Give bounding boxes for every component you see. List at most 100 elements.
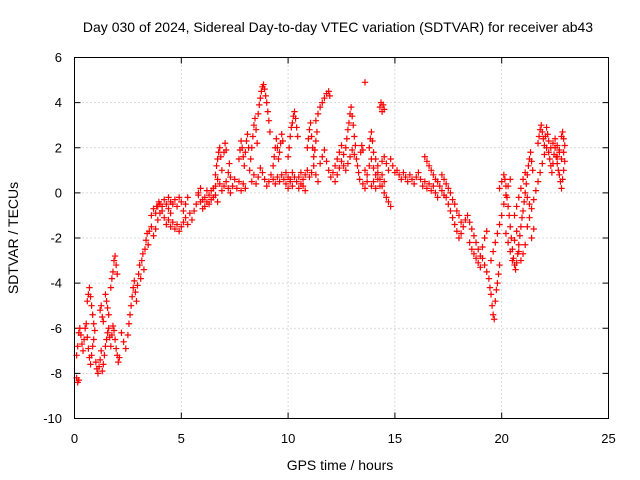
data-point	[395, 171, 403, 179]
data-point	[539, 160, 546, 167]
data-point	[74, 343, 81, 350]
data-point	[99, 313, 106, 321]
data-point	[171, 225, 179, 233]
x-tick-label: 20	[494, 431, 508, 446]
data-point	[102, 291, 109, 298]
data-point	[293, 178, 300, 185]
data-point	[489, 311, 497, 318]
data-point	[326, 92, 333, 100]
data-point	[342, 144, 349, 151]
data-point	[178, 223, 185, 230]
data-point	[421, 153, 429, 160]
data-point	[305, 135, 312, 142]
data-point	[428, 187, 435, 194]
data-point	[225, 185, 232, 192]
data-point	[163, 200, 170, 208]
data-point	[101, 352, 108, 359]
data-point	[312, 137, 320, 145]
data-point	[288, 124, 295, 131]
data-point	[237, 137, 245, 145]
data-point	[285, 144, 293, 151]
data-point	[517, 257, 525, 264]
data-point	[225, 169, 232, 176]
data-point	[415, 169, 422, 176]
data-point	[438, 171, 446, 179]
data-point	[511, 237, 518, 244]
data-point	[233, 185, 241, 192]
data-point	[525, 162, 532, 169]
data-point	[105, 311, 112, 318]
data-point	[515, 241, 522, 248]
data-point	[216, 144, 223, 151]
data-point	[265, 178, 273, 185]
data-point	[175, 194, 183, 201]
data-point	[184, 221, 191, 228]
data-point	[258, 88, 265, 95]
data-point	[325, 167, 332, 174]
data-point	[163, 221, 170, 228]
data-point	[88, 352, 95, 359]
data-point	[359, 180, 367, 188]
data-point	[336, 149, 343, 156]
data-point	[84, 334, 91, 341]
data-point	[135, 270, 142, 278]
data-point	[295, 173, 302, 181]
data-point	[526, 214, 533, 221]
data-point	[137, 275, 144, 282]
data-point	[243, 137, 250, 145]
data-point	[229, 182, 236, 190]
data-point	[519, 207, 527, 215]
data-point	[314, 178, 322, 185]
data-point	[545, 149, 552, 156]
data-point	[451, 221, 458, 228]
data-point	[301, 187, 309, 194]
data-point	[504, 203, 512, 210]
data-point	[80, 336, 88, 343]
data-point	[372, 171, 379, 179]
data-point	[383, 160, 390, 167]
data-point	[186, 209, 194, 217]
data-point	[311, 146, 318, 154]
y-tick-label: -2	[50, 231, 62, 246]
data-point	[289, 119, 296, 127]
data-point	[95, 363, 103, 370]
data-point	[462, 216, 469, 224]
data-point	[536, 169, 544, 176]
data-point	[79, 347, 87, 355]
data-point	[272, 180, 279, 188]
data-point	[530, 225, 537, 233]
data-point	[171, 196, 179, 203]
data-point	[393, 167, 401, 174]
data-point	[289, 169, 296, 176]
data-point	[91, 327, 98, 334]
data-point	[90, 320, 97, 327]
data-point	[472, 255, 480, 262]
data-point	[507, 176, 514, 183]
data-point	[336, 164, 343, 172]
data-point	[307, 119, 314, 127]
y-tick-label: 0	[55, 185, 62, 200]
data-point	[430, 171, 437, 179]
data-point	[538, 121, 545, 129]
data-point	[75, 376, 82, 384]
data-point	[527, 149, 534, 156]
data-point	[327, 173, 335, 181]
data-point	[167, 209, 174, 217]
data-point	[259, 169, 266, 176]
data-point	[214, 155, 221, 163]
data-point	[491, 316, 498, 323]
data-point	[127, 302, 135, 309]
data-point	[457, 219, 465, 226]
data-point	[370, 178, 377, 185]
data-point	[351, 151, 358, 158]
data-point	[425, 162, 433, 169]
data-point	[92, 358, 100, 366]
data-point	[304, 167, 311, 174]
data-point	[547, 144, 555, 151]
data-point	[312, 117, 320, 124]
data-point	[549, 140, 557, 147]
data-point	[235, 155, 243, 163]
data-point	[548, 169, 556, 176]
data-point	[496, 221, 503, 228]
data-point	[523, 180, 530, 188]
